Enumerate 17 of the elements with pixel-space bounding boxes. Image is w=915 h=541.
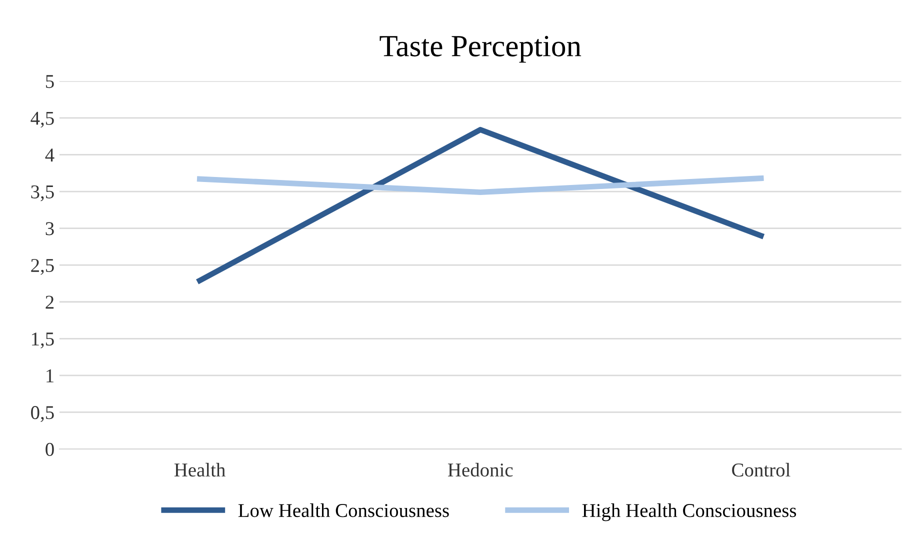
- y-tick-label: 4: [45, 148, 54, 162]
- x-tick-label: Control: [732, 462, 790, 477]
- y-tick-label: 5: [46, 75, 54, 88]
- y-tick-label: 2,5: [31, 258, 54, 275]
- legend-label: High Health Consciousness: [582, 503, 796, 522]
- x-tick-label: Hedonic: [448, 462, 513, 477]
- y-tick-label: 0,5: [31, 406, 54, 422]
- legend-label: Low Health Consciousness: [238, 503, 449, 518]
- y-tick-label: 1,5: [32, 332, 54, 348]
- chart-title: Taste Perception: [380, 36, 582, 63]
- y-tick-label: 2: [46, 296, 54, 309]
- y-tick-label: 1: [46, 369, 54, 382]
- y-tick-label: 3: [46, 222, 54, 236]
- x-tick-label: Health: [174, 462, 226, 477]
- y-tick-label: 4,5: [30, 112, 54, 128]
- y-tick-label: 3,5: [31, 185, 54, 202]
- y-tick-label: 0: [46, 442, 54, 456]
